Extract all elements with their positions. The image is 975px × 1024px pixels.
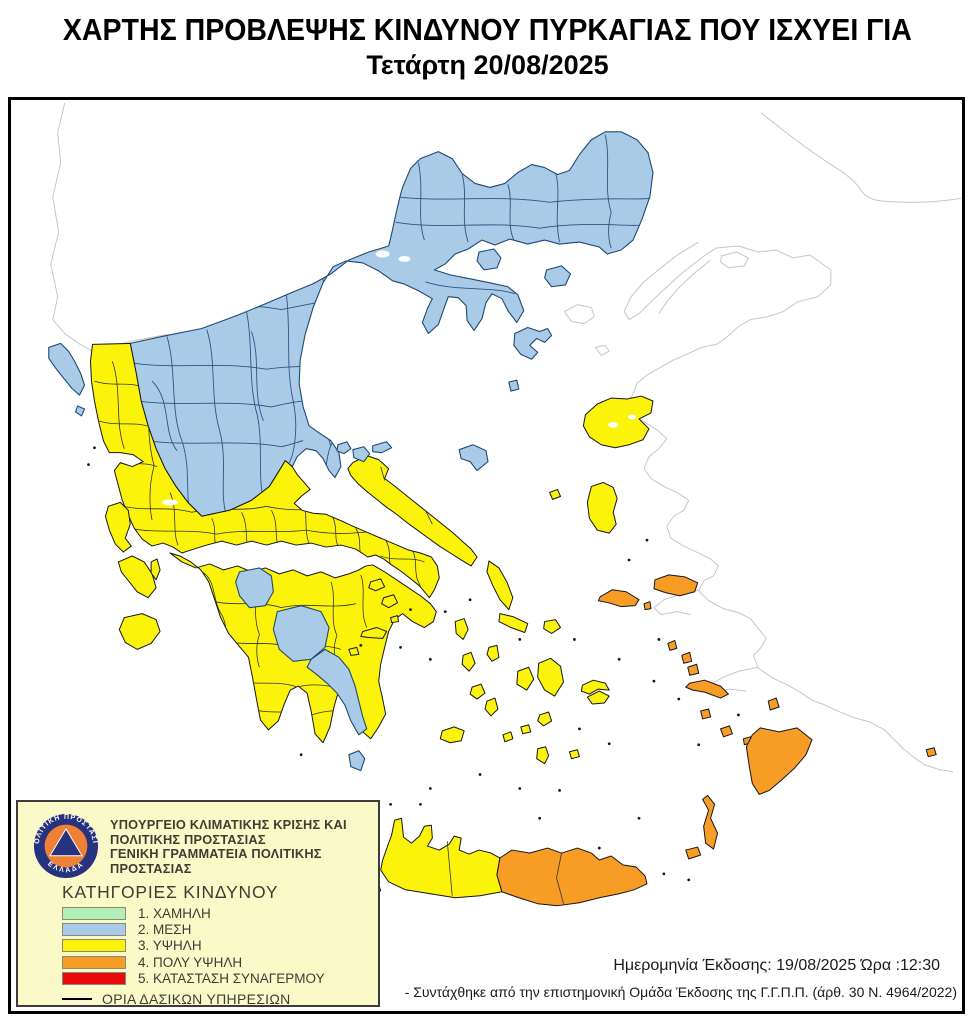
- risk-label-medium: 2. ΜΕΣΗ: [138, 922, 192, 938]
- risk-swatch-medium: [62, 923, 126, 937]
- boundary-label: ΟΡΙΑ ΔΑΣΙΚΩΝ ΥΠΗΡΕΣΙΩΝ: [102, 991, 291, 1007]
- risk-swatch-high: [62, 939, 126, 953]
- attribution-line: - Συντάχθηκε από την επιστημονική Ομάδα …: [404, 984, 957, 1000]
- risk-label-very-high: 4. ΠΟΛΥ ΥΨΗΛΗ: [138, 954, 243, 970]
- risk-label-high: 3. ΥΨΗΛΗ: [138, 938, 202, 954]
- title-line-1: ΧΑΡΤΗΣ ΠΡΟΒΛΕΨΗΣ ΚΙΝΔΥΝΟΥ ΠΥΡΚΑΓΙΑΣ ΠΟΥ …: [63, 12, 912, 47]
- map-islands-dodecanese-very-high: [597, 574, 937, 860]
- ministry-line-2: ΠΟΛΙΤΙΚΗΣ ΠΡΟΣΤΑΣΙΑΣ: [110, 831, 266, 847]
- risk-swatch-alarm: [62, 972, 126, 986]
- legend-category-row: 4. ΠΟΛΥ ΥΨΗΛΗ: [62, 954, 325, 970]
- map-islands-ionian: [48, 342, 366, 772]
- map-region-peloponnese-medium-pockets: [235, 567, 368, 736]
- legend-category-row: 3. ΥΨΗΛΗ: [62, 938, 325, 954]
- risk-swatch-low: [62, 906, 126, 920]
- map-region-north-mainland-medium: [129, 131, 654, 517]
- greece-fire-risk-map: [48, 102, 962, 907]
- map-region-evia-high: [347, 455, 478, 567]
- boundary-line-icon: [62, 998, 92, 1000]
- issue-date-line: Ημερομηνία Έκδοσης: 19/08/2025 Ώρα :12:3…: [613, 957, 940, 974]
- risk-swatch-very-high: [62, 955, 126, 969]
- page-title: ΧΑΡΤΗΣ ΠΡΟΒΛΕΨΗΣ ΚΙΝΔΥΝΟΥ ΠΥΡΚΑΓΙΑΣ ΠΟΥ …: [0, 12, 975, 48]
- ministry-line-1: ΥΠΟΥΡΓΕΙΟ ΚΛΙΜΑΤΙΚΗΣ ΚΡΙΣΗΣ ΚΑΙ: [110, 817, 347, 832]
- civil-protection-logo-icon: ΠΟΛΙΤΙΚΗ ΠΡΟΣΤΑΣΙΑ ΕΛΛΑΔΑ: [32, 812, 99, 879]
- map-legend: ΠΟΛΙΤΙΚΗ ΠΡΟΣΤΑΣΙΑ ΕΛΛΑΔΑ ΥΠΟΥΡΓΕΙΟ ΚΛΙΜ…: [16, 800, 380, 1007]
- map-islets: [87, 446, 740, 882]
- forest-service-boundaries-north: [134, 134, 650, 517]
- legend-heading: ΚΑΤΗΓΟΡΙΕΣ ΚΙΝΔΥΝΟΥ: [62, 882, 279, 902]
- legend-boundary-row: ΟΡΙΑ ΔΑΣΙΚΩΝ ΥΠΗΡΕΣΙΩΝ: [62, 991, 291, 1007]
- risk-label-low: 1. ΧΑΜΗΛΗ: [138, 905, 211, 921]
- legend-category-row: 5. ΚΑΤΑΣΤΑΣΗ ΣΥΝΑΓΕΡΜΟΥ: [62, 971, 325, 987]
- map-islands-cyclades-high: [348, 560, 610, 765]
- ministry-line-3: ΓΕΝΙΚΗ ΓΡΑΜΜΑΤΕΙΑ ΠΟΛΙΤΙΚΗΣ ΠΡΟΣΤΑΣΙΑΣ: [110, 846, 322, 876]
- ministry-title-block: ΥΠΟΥΡΓΕΙΟ ΚΛΙΜΑΤΙΚΗΣ ΚΡΙΣΗΣ ΚΑΙ ΠΟΛΙΤΙΚΗ…: [110, 817, 378, 876]
- map-region-crete: [370, 817, 648, 907]
- legend-category-row: 2. ΜΕΣΗ: [62, 921, 325, 937]
- map-frame: ΠΟΛΙΤΙΚΗ ΠΡΟΣΤΑΣΙΑ ΕΛΛΑΔΑ ΥΠΟΥΡΓΕΙΟ ΚΛΙΜ…: [8, 97, 965, 1014]
- title-line-2: Τετάρτη 20/08/2025: [366, 50, 609, 80]
- map-islands-sporades-medium: [336, 441, 489, 472]
- legend-category-row: 1. ΧΑΜΗΛΗ: [62, 905, 325, 921]
- legend-category-list: 1. ΧΑΜΗΛΗ 2. ΜΕΣΗ 3. ΥΨΗΛΗ 4. ΠΟΛΥ ΥΨΗΛΗ…: [62, 905, 325, 987]
- map-islands-north-aegean: [476, 248, 654, 534]
- map-region-peloponnese-high: [169, 552, 437, 744]
- risk-label-alarm: 5. ΚΑΤΑΣΤΑΣΗ ΣΥΝΑΓΕΡΜΟΥ: [138, 971, 325, 987]
